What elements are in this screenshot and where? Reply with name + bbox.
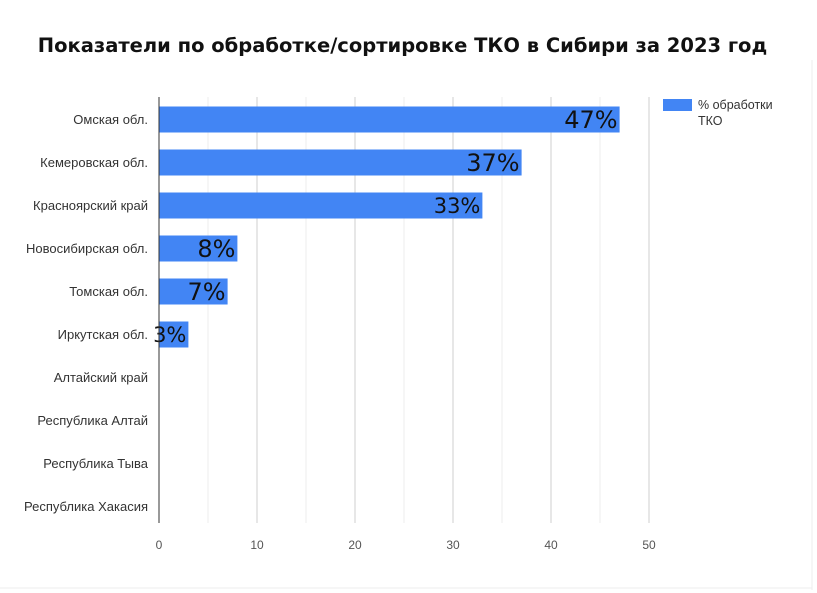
x-tick-label: 30	[446, 538, 460, 552]
bar	[159, 106, 620, 133]
category-label: Омская обл.	[73, 112, 148, 127]
category-label: Кемеровская обл.	[40, 155, 148, 170]
data-label: 7%	[188, 278, 226, 306]
category-label: Красноярский край	[33, 198, 148, 213]
data-label: 8%	[197, 235, 235, 263]
category-label: Республика Алтай	[37, 413, 148, 428]
chart-title: Показатели по обработке/сортировке ТКО в…	[37, 34, 768, 57]
legend-label: ТКО	[698, 114, 723, 128]
bar	[159, 235, 238, 262]
bar	[159, 278, 228, 305]
bar	[159, 321, 189, 348]
data-label: 3%	[153, 323, 186, 347]
x-tick-label: 50	[642, 538, 656, 552]
data-label: 37%	[466, 149, 519, 177]
legend-label: % обработки	[698, 98, 773, 112]
category-label: Новосибирская обл.	[26, 241, 148, 256]
bar	[159, 192, 483, 219]
data-label: 47%	[564, 106, 617, 134]
bar	[159, 149, 522, 176]
legend-swatch	[663, 99, 692, 111]
x-tick-label: 0	[156, 538, 163, 552]
category-label: Томская обл.	[69, 284, 148, 299]
x-tick-label: 20	[348, 538, 362, 552]
category-label: Алтайский край	[54, 370, 148, 385]
x-tick-label: 10	[250, 538, 264, 552]
category-label: Иркутская обл.	[58, 327, 148, 342]
data-label: 33%	[434, 194, 481, 218]
category-label: Республика Хакасия	[24, 499, 148, 514]
category-label: Республика Тыва	[43, 456, 149, 471]
x-tick-label: 40	[544, 538, 558, 552]
